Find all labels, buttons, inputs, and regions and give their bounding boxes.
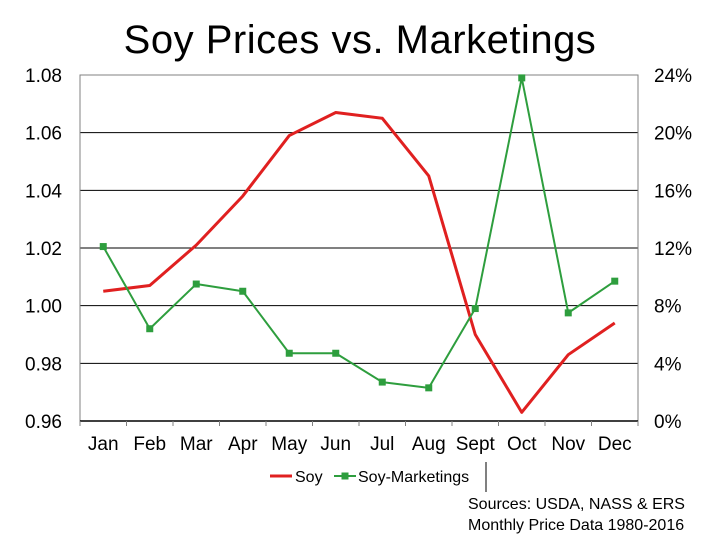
left-tick-label: 1.04 [25,181,62,202]
right-tick-label: 12% [654,239,692,260]
x-tick-label: Aug [412,434,446,455]
series-point-soy-marketings [471,305,479,313]
series-point-soy-marketings [611,277,619,285]
x-tick-label: Jan [88,434,119,455]
left-tick-label: 1.02 [25,239,62,260]
left-tick-label: 0.98 [25,354,62,375]
series-point-soy-marketings [425,384,433,392]
legend-label-soy-marketings: Soy-Marketings [358,469,469,486]
x-tick-label: May [271,434,307,455]
right-axis-tick-labels: 24% 20% 16% 12% 8% 4% 0% [654,66,692,433]
sources-note: Sources: USDA, NASS & ERS Monthly Price … [468,494,685,536]
legend-label-soy: Soy [295,469,323,486]
series-layer [99,74,619,414]
left-tick-label: 1.00 [25,297,62,318]
legend-marker-soy-marketings [341,472,349,480]
right-tick-label: 24% [654,66,692,87]
left-tick-label: 1.08 [25,66,62,87]
legend: Soy Soy-Marketings [270,462,487,492]
left-tick-label: 0.96 [25,412,62,433]
x-tick-label: Nov [551,434,585,455]
series-point-soy-marketings [146,325,154,333]
left-tick-label: 1.06 [25,124,62,145]
sources-line-1: Sources: USDA, NASS & ERS [468,496,685,513]
gridlines [80,132,638,364]
right-tick-label: 8% [654,297,682,318]
x-tick-label: Apr [228,434,258,455]
right-tick-label: 20% [654,124,692,145]
series-point-soy-marketings [378,378,386,386]
x-tick-label: Jun [320,434,351,455]
x-tick-label: Feb [133,434,166,455]
series-point-soy-marketings [192,280,200,288]
x-tick-label: Sept [456,434,496,455]
left-axis-tick-labels: 1.08 1.06 1.04 1.02 1.00 0.98 0.96 [25,66,62,433]
x-tick-label: Dec [598,434,632,455]
right-tick-label: 4% [654,354,682,375]
sources-line-2: Monthly Price Data 1980-2016 [468,517,685,534]
x-tick-label: Mar [180,434,213,455]
x-axis-tick-labels: Jan Feb Mar Apr May Jun Jul Aug Sept Oct Nov Dec [88,434,632,455]
series-point-soy-marketings [518,74,526,82]
series-point-soy-marketings [239,287,247,295]
series-line-soy [103,110,616,414]
series-point-soy-marketings [564,309,572,317]
series-point-soy-marketings [285,349,293,357]
x-tick-label: Jul [370,434,394,455]
right-tick-label: 16% [654,181,692,202]
series-point-soy-marketings [332,349,340,357]
axes [79,74,639,426]
series-point-soy-marketings [99,243,107,251]
right-tick-label: 0% [654,412,682,433]
chart-title: Soy Prices vs. Marketings [123,18,597,62]
series-line-soy-marketings [102,76,616,389]
x-tick-label: Oct [507,434,537,455]
